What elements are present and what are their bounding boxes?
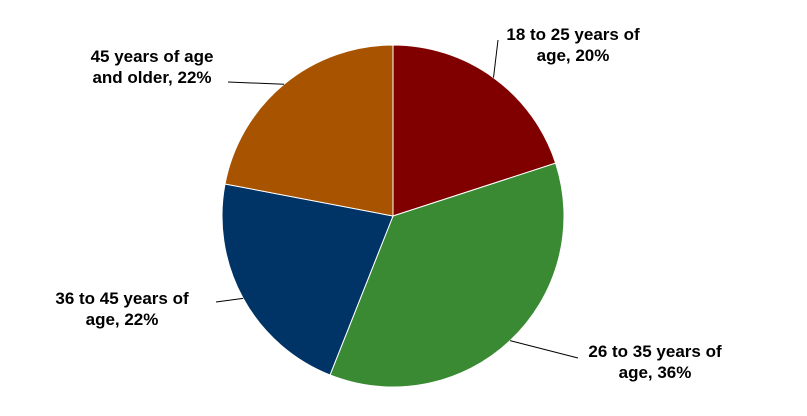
slice-label-18-25: 18 to 25 years of age, 20% (506, 25, 640, 65)
slice-label-26-35: 26 to 35 years of age, 36% (588, 342, 722, 382)
pie-slice-45-older (224, 44, 394, 217)
leader-line-18-25 (493, 39, 499, 78)
slice-label-45-older: 45 years of age and older, 22% (90, 47, 214, 87)
leader-line-45-older (227, 81, 285, 85)
slice-label-36-45: 36 to 45 years of age, 22% (55, 289, 189, 329)
pie-slice-36-45 (221, 183, 394, 376)
leader-line-26-35 (509, 340, 579, 359)
leader-line-36-45 (215, 297, 244, 303)
